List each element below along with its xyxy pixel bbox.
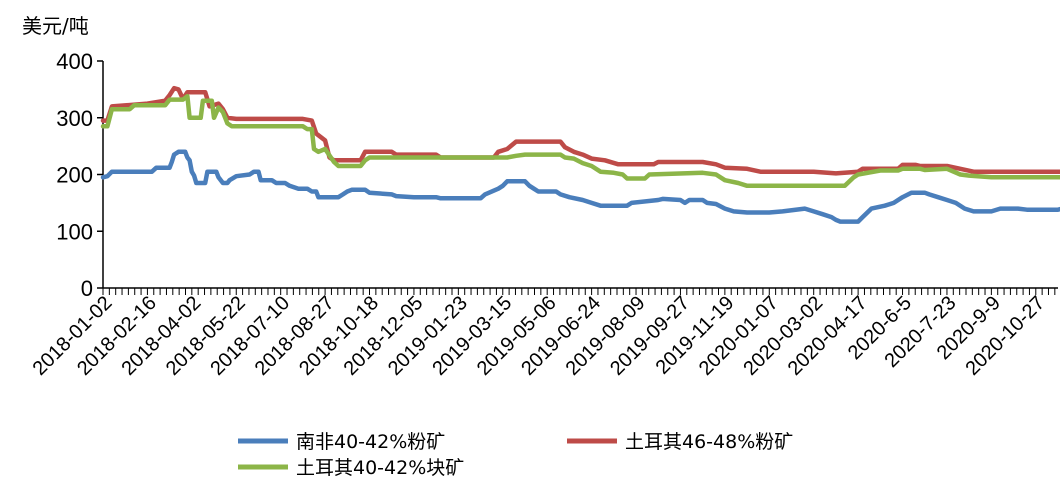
y-tick-label: 300	[56, 106, 93, 131]
series-line-2	[100, 85, 1060, 176]
series-line-1	[100, 149, 1060, 224]
series-line-3	[100, 93, 1060, 189]
y-tick-label: 0	[81, 276, 93, 301]
legend-label: 土耳其46-48%粉矿	[625, 431, 793, 453]
legend-label: 土耳其40-42%块矿	[296, 457, 464, 479]
y-axis: 0 100 200 300 400	[56, 49, 104, 301]
x-axis: 2018-01-022018-02-162018-04-022018-05-22…	[29, 287, 1058, 380]
y-unit-label: 美元/吨	[22, 14, 89, 38]
y-tick-label: 400	[56, 49, 93, 74]
y-tick-label: 200	[56, 163, 93, 188]
y-tick-label: 100	[56, 219, 93, 244]
series-lines	[100, 85, 1060, 224]
legend-label: 南非40-42%粉矿	[296, 431, 445, 453]
